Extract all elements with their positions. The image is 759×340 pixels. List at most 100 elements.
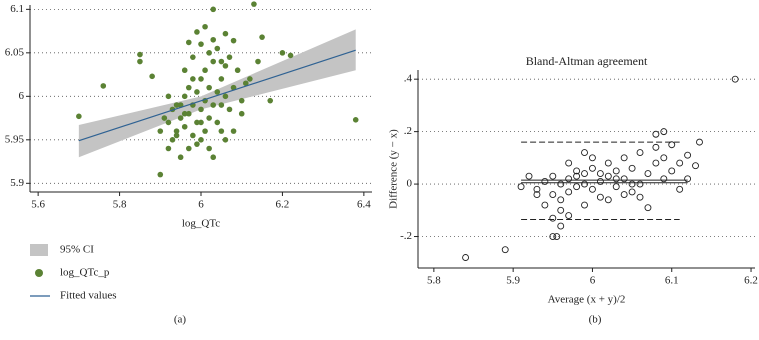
y-axis-label: Difference (y − x)	[388, 129, 400, 209]
legend-label: Fitted values	[60, 290, 117, 302]
point	[194, 89, 200, 95]
point	[210, 102, 217, 108]
point	[76, 113, 82, 120]
point	[222, 137, 229, 143]
point	[181, 110, 188, 117]
point	[652, 143, 660, 151]
point	[628, 164, 636, 172]
point	[692, 162, 699, 170]
point	[185, 145, 192, 152]
point	[620, 154, 628, 162]
point	[100, 83, 107, 89]
point	[218, 128, 225, 134]
point	[251, 1, 257, 7]
point	[636, 180, 644, 188]
y-tick-label: 6.1	[10, 3, 24, 15]
point	[652, 130, 660, 138]
x-axis-label: log_QTc	[182, 218, 220, 230]
x-tick-label: 6.1	[665, 275, 679, 287]
point	[557, 196, 565, 204]
point	[352, 117, 359, 123]
point	[612, 175, 620, 183]
point	[202, 128, 208, 134]
x-tick-label: 6	[590, 275, 596, 287]
point	[165, 93, 172, 100]
point	[581, 149, 588, 157]
point	[194, 119, 200, 126]
point	[149, 73, 155, 80]
point	[190, 54, 196, 60]
point	[557, 206, 565, 214]
fit-line	[78, 49, 356, 142]
y-tick-label: 0	[407, 178, 413, 190]
point	[137, 58, 143, 65]
y-tick-label: 5.95	[5, 133, 25, 145]
point	[636, 193, 644, 201]
point	[202, 67, 208, 74]
point	[198, 41, 204, 47]
point	[684, 175, 692, 183]
x-tick-label: 6.2	[276, 199, 290, 211]
point	[218, 58, 225, 65]
point	[222, 63, 229, 69]
point	[628, 188, 636, 196]
point	[525, 172, 533, 180]
point	[165, 145, 172, 152]
point	[636, 149, 644, 157]
point	[676, 185, 684, 193]
point	[181, 123, 188, 130]
point	[230, 128, 237, 134]
x-tick-label: 5.8	[113, 199, 127, 211]
point	[565, 188, 573, 196]
point	[210, 154, 217, 161]
point	[660, 175, 668, 183]
point	[198, 76, 204, 82]
point	[660, 128, 668, 136]
point	[549, 191, 557, 199]
point	[181, 93, 188, 100]
point	[177, 154, 184, 161]
point	[247, 76, 253, 82]
point	[206, 145, 212, 152]
y-tick-label: 5.9	[10, 177, 24, 189]
legend-label: log_QTc_p	[60, 267, 110, 279]
point	[668, 141, 676, 149]
point	[620, 191, 628, 199]
point	[549, 233, 557, 240]
point	[541, 178, 549, 185]
point	[234, 67, 241, 74]
point	[287, 52, 294, 59]
point	[214, 45, 221, 52]
point	[565, 159, 573, 167]
point	[226, 106, 233, 113]
point	[588, 154, 596, 162]
point	[169, 137, 176, 143]
point	[696, 138, 703, 146]
point	[198, 137, 204, 143]
y-tick-label: .2	[404, 125, 412, 137]
point	[222, 30, 229, 37]
point	[173, 132, 180, 139]
point	[541, 201, 549, 209]
point	[165, 119, 172, 126]
point	[604, 159, 612, 167]
point	[588, 164, 596, 172]
panel-label: (b)	[589, 314, 602, 326]
point	[660, 154, 668, 162]
point	[676, 159, 684, 167]
point	[596, 178, 604, 185]
point	[573, 172, 581, 180]
x-tick-label: 6.4	[357, 199, 371, 211]
point	[218, 76, 225, 82]
point	[210, 36, 217, 43]
point	[206, 115, 212, 121]
point	[214, 119, 221, 126]
point	[684, 151, 692, 159]
x-tick-label: 5.9	[506, 275, 520, 287]
point	[549, 172, 557, 180]
point	[157, 171, 164, 178]
point	[137, 51, 143, 58]
point	[185, 84, 192, 91]
legend-swatch	[35, 269, 43, 277]
point	[226, 54, 233, 60]
